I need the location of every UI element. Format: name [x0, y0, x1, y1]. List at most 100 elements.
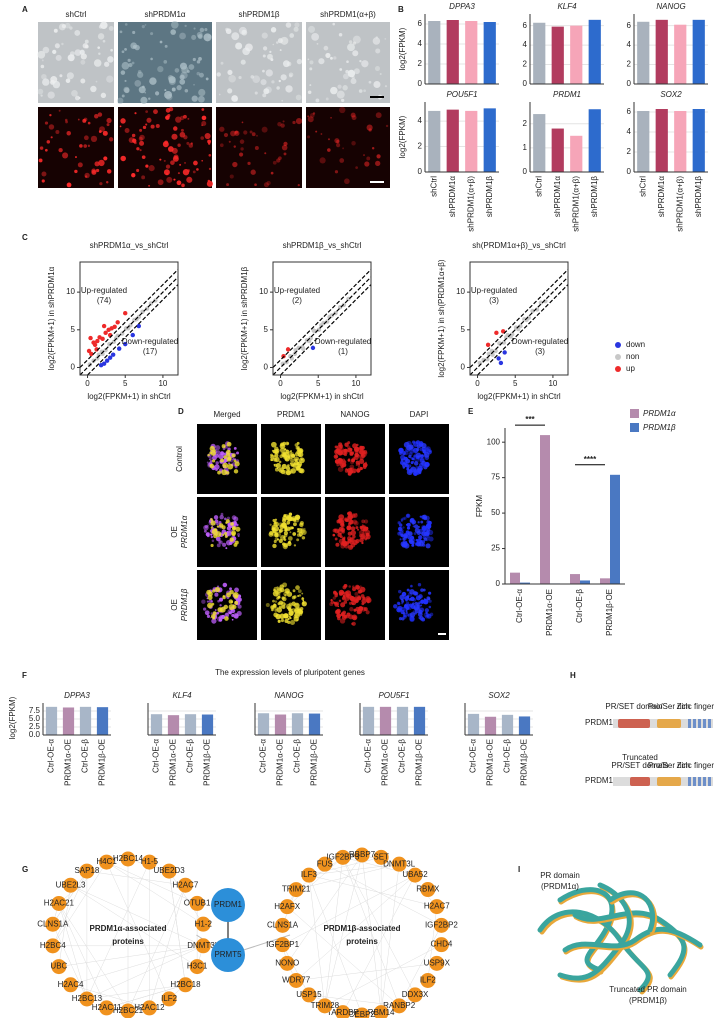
cell-spot [342, 73, 349, 80]
cell-spot [99, 126, 105, 133]
cell-spot [423, 598, 426, 601]
cell-spot [226, 526, 231, 531]
domain-label: Zinc finger [677, 702, 715, 711]
x-tick-label: PRDM1α-OE [276, 739, 285, 786]
y-axis-title: log2(FPKM+1) in shPRDM1α [47, 266, 56, 370]
bar [167, 715, 180, 735]
x-tick-label: PRDM1β-OE [310, 739, 319, 786]
fold-line [280, 284, 372, 376]
node-label: CLNS1A [267, 920, 299, 929]
cell-spot [83, 144, 88, 148]
x-tick-label: PRDM1α-OE [545, 589, 554, 636]
cell-spot [423, 537, 428, 541]
cell-spot [337, 84, 342, 89]
cell-spot [339, 68, 343, 71]
edge [287, 906, 400, 1007]
cell-spot [228, 604, 235, 610]
cell-spot [62, 152, 69, 159]
cell-spot [211, 539, 215, 542]
cell-spot [102, 39, 106, 43]
cell-spot [280, 618, 285, 623]
cell-spot [271, 80, 275, 84]
cell-spot [349, 537, 354, 542]
cell-spot [215, 531, 222, 538]
cell-spot [207, 139, 212, 144]
cell-spot [173, 178, 176, 181]
cell-spot [94, 113, 99, 119]
edge [308, 875, 326, 1006]
cell-spot [236, 523, 239, 527]
cell-spot [267, 53, 273, 60]
bar [533, 22, 546, 84]
cell-spot [212, 589, 216, 593]
node [275, 937, 291, 953]
cell-spot [137, 71, 144, 78]
node [429, 899, 445, 915]
panel-letter: B [398, 5, 404, 14]
cell-spot [165, 93, 173, 101]
cell-spot [188, 143, 194, 148]
cell-spot [401, 599, 405, 603]
x-tick-label: shPRDM1α [657, 176, 666, 217]
fold-line [79, 269, 179, 368]
cell-spot [210, 533, 213, 536]
cell-spot [293, 26, 299, 32]
cell-spot [245, 43, 253, 52]
x-tick-label: shPRDM1(α+β) [675, 176, 684, 232]
y-tick-label: 0 [627, 167, 632, 176]
subplot-title: DPPA3 [64, 691, 90, 700]
hub-label: PRDM1 [214, 900, 243, 909]
cell-spot [420, 454, 424, 457]
cell-spot [349, 447, 353, 452]
cell-spot [263, 88, 270, 95]
cell-spot [255, 134, 259, 137]
down-label: Down-regulated [512, 337, 568, 346]
cell-spot [423, 464, 428, 470]
cell-spot [141, 175, 146, 180]
cell-spot [376, 154, 381, 159]
structure-label: Truncated PR domain [609, 985, 687, 994]
node [275, 917, 291, 933]
cell-spot [180, 128, 184, 132]
edge [342, 857, 400, 1006]
group-title: PRDM1β-associated [324, 924, 401, 933]
cell-spot [228, 140, 231, 143]
cell-spot [330, 86, 338, 95]
point [503, 335, 509, 340]
subplot-title: shPRDM1β_vs_shCtrl [283, 241, 362, 250]
cell-spot [352, 35, 361, 44]
cell-spot [418, 535, 423, 540]
cell-spot [184, 88, 189, 93]
cell-spot [139, 128, 143, 132]
cell-spot [225, 453, 231, 458]
cell-spot [179, 74, 185, 80]
cell-spot [350, 526, 356, 531]
cell-spot [347, 513, 354, 520]
domain-label: Pro/Ser rich [648, 702, 690, 711]
edge [324, 854, 363, 1006]
x-tick-label: shPRDM1β [485, 176, 494, 217]
cell-spot [307, 115, 310, 118]
edge [70, 945, 204, 986]
cell-spot [204, 132, 211, 140]
y-tick-label: 4 [418, 39, 423, 48]
cell-spot [224, 612, 230, 618]
cell-spot [339, 462, 344, 467]
cell-spot [59, 74, 63, 78]
point [538, 300, 544, 305]
cell-spot [239, 152, 244, 157]
cell-spot [231, 532, 236, 537]
cell-spot [407, 531, 413, 537]
cell-spot [325, 52, 331, 59]
cell-spot [211, 459, 216, 463]
point [485, 342, 491, 348]
edge [398, 925, 442, 1006]
cell-spot [210, 457, 213, 460]
node-label: H4C1 [96, 857, 117, 866]
cell-spot [342, 460, 347, 464]
node-label: SET [373, 852, 389, 861]
cell-spot [219, 126, 225, 132]
cell-spot [123, 86, 130, 93]
node [335, 849, 351, 865]
point [136, 323, 141, 329]
